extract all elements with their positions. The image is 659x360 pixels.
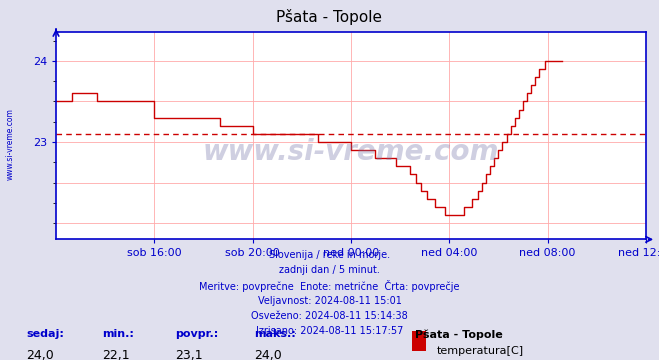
Text: Pšata - Topole: Pšata - Topole (415, 329, 503, 340)
Text: Meritve: povprečne  Enote: metrične  Črta: povprečje: Meritve: povprečne Enote: metrične Črta:… (199, 280, 460, 292)
Text: maks.:: maks.: (254, 329, 295, 339)
Text: 23,1: 23,1 (175, 349, 202, 360)
Text: www.si-vreme.com: www.si-vreme.com (5, 108, 14, 180)
Text: Izrisano: 2024-08-11 15:17:57: Izrisano: 2024-08-11 15:17:57 (256, 326, 403, 336)
Text: 24,0: 24,0 (26, 349, 54, 360)
Text: povpr.:: povpr.: (175, 329, 218, 339)
Text: temperatura[C]: temperatura[C] (436, 346, 523, 356)
Text: min.:: min.: (102, 329, 134, 339)
Text: Slovenija / reke in morje.: Slovenija / reke in morje. (269, 250, 390, 260)
Text: 24,0: 24,0 (254, 349, 281, 360)
Text: www.si-vreme.com: www.si-vreme.com (203, 139, 499, 166)
Text: Pšata - Topole: Pšata - Topole (277, 9, 382, 25)
Text: Veljavnost: 2024-08-11 15:01: Veljavnost: 2024-08-11 15:01 (258, 296, 401, 306)
Text: zadnji dan / 5 minut.: zadnji dan / 5 minut. (279, 265, 380, 275)
Text: 22,1: 22,1 (102, 349, 130, 360)
Text: sedaj:: sedaj: (26, 329, 64, 339)
Text: Osveženo: 2024-08-11 15:14:38: Osveženo: 2024-08-11 15:14:38 (251, 311, 408, 321)
